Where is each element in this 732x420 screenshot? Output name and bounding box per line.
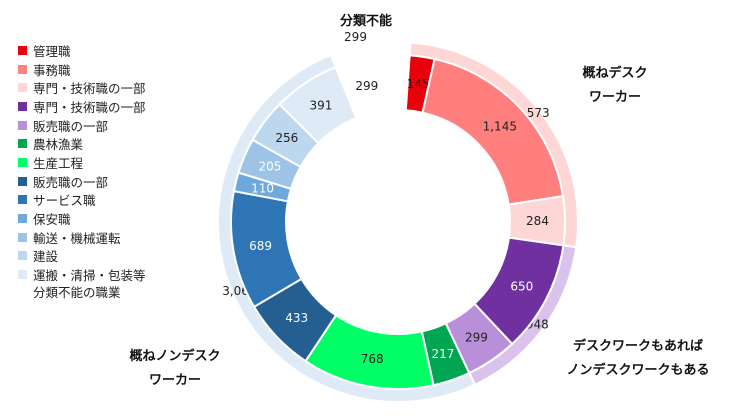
legend-entry: 販売職の一部 bbox=[18, 172, 146, 191]
group-label-nondesk-line1: 概ねノンデスク bbox=[129, 349, 221, 364]
legend-label: 販売職の一部 bbox=[33, 118, 109, 134]
legend-swatch bbox=[18, 157, 27, 167]
inner-ring-label-11: 256 bbox=[275, 131, 298, 145]
legend-entry: 運搬・清掃・包装等 bbox=[18, 265, 146, 284]
inner-ring-label-8: 689 bbox=[249, 239, 272, 253]
legend-label: 輸送・機械運転 bbox=[33, 230, 121, 246]
legend-swatch bbox=[18, 101, 27, 111]
group-label-desk-line1: 概ねデスク bbox=[582, 66, 648, 81]
legend-entry: サービス職 bbox=[18, 191, 146, 210]
legend-label: 専門・技術職の一部 bbox=[33, 81, 146, 97]
inner-ring-label-1: 1,145 bbox=[483, 120, 517, 134]
group-label-desk-line2: ワーカー bbox=[588, 90, 641, 105]
inner-ring-label-13: 299 bbox=[355, 79, 378, 93]
inner-ring-label-6: 768 bbox=[361, 352, 384, 366]
inner-ring-label-12: 391 bbox=[309, 99, 332, 113]
legend-label: 運搬・清掃・包装等 bbox=[33, 268, 146, 284]
group-label-mixed-worker: デスクワークもあれば ノンデスクワークもある bbox=[553, 335, 723, 383]
legend-entry: 保安職 bbox=[18, 209, 146, 228]
legend-swatch bbox=[18, 83, 27, 93]
legend-swatch bbox=[18, 64, 27, 74]
inner-ring-label-10: 205 bbox=[258, 160, 281, 174]
legend-label: 生産工程 bbox=[33, 155, 84, 171]
legend-swatch bbox=[18, 232, 27, 242]
inner-ring-label-3: 650 bbox=[510, 279, 533, 293]
legend-entry: 輸送・機械運転 bbox=[18, 228, 146, 247]
legend-entry: 専門・技術職の一部 bbox=[18, 78, 146, 97]
legend-label: 販売職の一部 bbox=[33, 174, 109, 190]
legend-label: 事務職 bbox=[33, 62, 71, 78]
legend-label: サービス職 bbox=[33, 193, 96, 209]
group-label-desk-worker: 概ねデスク ワーカー bbox=[565, 62, 665, 110]
legend-extra-line: 分類不能の職業 bbox=[33, 284, 121, 300]
legend-swatch bbox=[18, 270, 27, 280]
group-label-mixed-line2: ノンデスクワークもある bbox=[566, 363, 710, 378]
inner-ring-label-4: 299 bbox=[465, 330, 488, 344]
legend-swatch bbox=[18, 176, 27, 186]
legend-swatch bbox=[18, 251, 27, 261]
group-label-nondesk-worker: 概ねノンデスク ワーカー bbox=[115, 345, 235, 393]
legend-swatch bbox=[18, 45, 27, 55]
legend-label: 保安職 bbox=[33, 212, 71, 228]
inner-ring-slice-13 bbox=[334, 54, 392, 120]
outer-ring-label-3: 299 bbox=[344, 30, 367, 44]
legend-swatch bbox=[18, 195, 27, 205]
inner-ring-label-2: 284 bbox=[526, 214, 549, 228]
legend-swatch bbox=[18, 120, 27, 130]
legend-label: 管理職 bbox=[33, 43, 71, 59]
legend-entry: 専門・技術職の一部 bbox=[18, 97, 146, 116]
legend-label: 農林漁業 bbox=[33, 137, 84, 153]
legend-entry: 事務職 bbox=[18, 60, 146, 79]
legend-swatch bbox=[18, 139, 27, 149]
inner-ring-label-9: 110 bbox=[251, 181, 274, 195]
legend-entry: 管理職 bbox=[18, 41, 146, 60]
inner-ring-label-0: 145 bbox=[407, 77, 430, 91]
legend-entry: 生産工程 bbox=[18, 153, 146, 172]
legend-swatch bbox=[18, 214, 27, 224]
legend-label: 建設 bbox=[33, 249, 59, 265]
legend-entry: 販売職の一部 bbox=[18, 116, 146, 135]
group-label-nondesk-line2: ワーカー bbox=[148, 373, 201, 388]
inner-ring-label-5: 217 bbox=[431, 347, 454, 361]
legend-label: 専門・技術職の一部 bbox=[33, 99, 146, 115]
inner-ring-label-7: 433 bbox=[285, 311, 308, 325]
legend: 管理職 事務職 専門・技術職の一部 専門・技術職の一部 販売職の一部 農林漁業 生産工程 販売… bbox=[18, 41, 146, 302]
legend-entry: 建設 bbox=[18, 247, 146, 266]
legend-entry: 農林漁業 bbox=[18, 134, 146, 153]
chart-title: 分類不能 bbox=[339, 14, 392, 29]
group-label-mixed-line1: デスクワークもあれば bbox=[572, 339, 703, 354]
